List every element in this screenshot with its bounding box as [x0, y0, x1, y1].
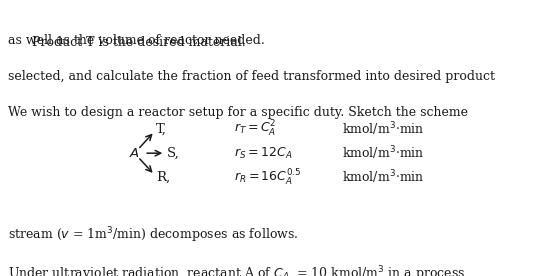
Text: Under ultraviolet radiation, reactant A of $C_{A_0}$ = 10 kmol/m$^3$ in a proces: Under ultraviolet radiation, reactant A … [8, 265, 465, 276]
Text: selected, and calculate the fraction of feed transformed into desired product: selected, and calculate the fraction of … [8, 70, 495, 83]
Text: $r_T = C_A^2$: $r_T = C_A^2$ [234, 119, 277, 139]
Text: $r_S = 12C_A$: $r_S = 12C_A$ [234, 146, 293, 161]
Text: kmol/m$^3$·min: kmol/m$^3$·min [342, 120, 424, 138]
Text: S,: S, [167, 147, 180, 160]
Text: Product T is the desired material.: Product T is the desired material. [32, 36, 246, 49]
Text: stream ($v$ = 1m$^3$/min) decomposes as follows.: stream ($v$ = 1m$^3$/min) decomposes as … [8, 225, 299, 245]
Text: R,: R, [156, 171, 170, 184]
Text: We wish to design a reactor setup for a specific duty. Sketch the scheme: We wish to design a reactor setup for a … [8, 106, 468, 119]
Text: kmol/m$^3$·min: kmol/m$^3$·min [342, 169, 424, 186]
Text: kmol/m$^3$·min: kmol/m$^3$·min [342, 144, 424, 162]
Text: as well as the volume of reactor needed.: as well as the volume of reactor needed. [8, 34, 265, 47]
Text: $A$: $A$ [129, 147, 140, 160]
Text: $r_R = 16C_A^{0.5}$: $r_R = 16C_A^{0.5}$ [234, 168, 302, 187]
Text: T,: T, [156, 122, 167, 136]
